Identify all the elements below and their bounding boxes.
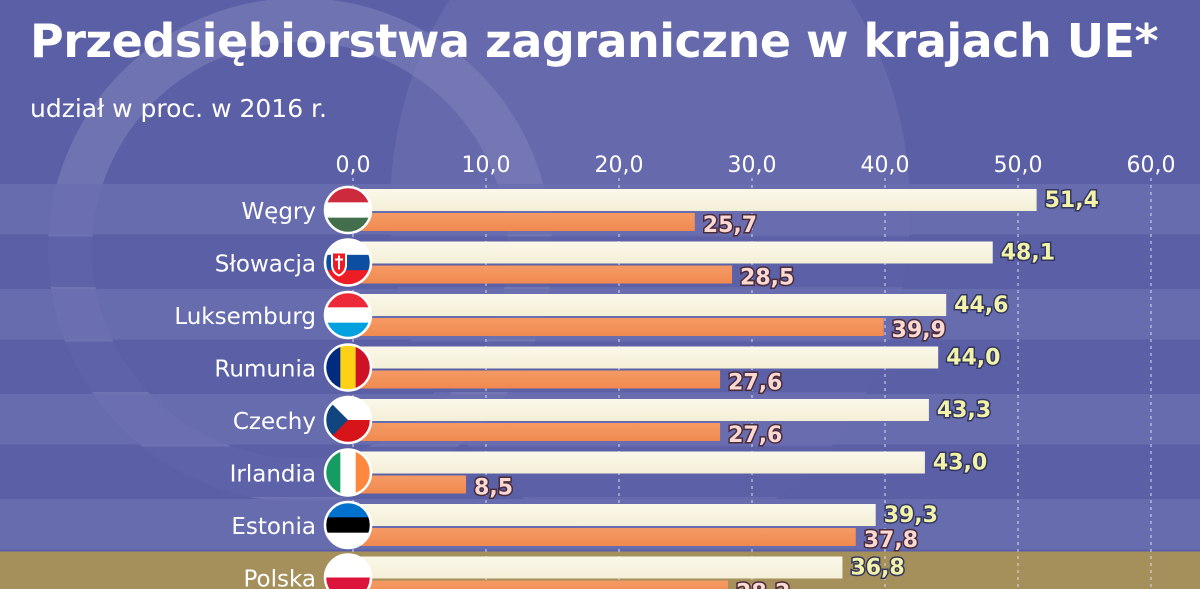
flag-border: [323, 185, 373, 235]
data-label-series-2: 27,6: [728, 371, 782, 396]
bar-series-2: [353, 318, 884, 336]
flag-border: [323, 290, 373, 340]
category-label: Słowacja: [215, 252, 316, 278]
category-label: Czechy: [233, 409, 316, 435]
bar-series-2: [353, 265, 733, 284]
data-label-series-2: 27,6: [728, 423, 782, 448]
bar-series-1: [353, 451, 925, 474]
data-label-series-1: 44,6: [954, 293, 1008, 318]
bar-series-1: [353, 241, 993, 264]
bar-series-1: [353, 189, 1037, 211]
bar-series-2: [353, 423, 721, 441]
category-label: Estonia: [231, 514, 316, 540]
category-label: Irlandia: [230, 462, 316, 488]
bar-series-1: [353, 556, 843, 579]
x-tick-label: 0,0: [336, 153, 371, 178]
data-label-series-1: 43,3: [937, 398, 991, 423]
bar-series-2: [353, 475, 467, 494]
bar-series-1: [353, 504, 876, 526]
data-label-series-2: 39,9: [892, 318, 946, 343]
chart-subtitle: udział w proc. w 2016 r.: [30, 94, 327, 123]
data-label-series-1: 44,0: [946, 346, 1000, 371]
category-label: Rumunia: [214, 357, 316, 383]
bar-series-2: [353, 370, 721, 389]
flag-border: [323, 395, 373, 445]
bar-series-1: [353, 346, 939, 369]
flag-border: [323, 343, 373, 392]
czechia-flag: [325, 397, 371, 443]
category-label: Polska: [243, 567, 316, 589]
bar-series-2: [353, 528, 856, 546]
category-label: Luksemburg: [174, 304, 316, 330]
data-label-series-2: 37,8: [864, 528, 918, 553]
category-label: Węgry: [241, 199, 316, 225]
flag-border: [323, 238, 373, 287]
bar-series-2: [353, 213, 695, 231]
bar-series-1: [353, 399, 929, 421]
bar-series-1: [353, 294, 947, 316]
data-label-series-2: 8,5: [474, 476, 513, 501]
flag-border: [323, 500, 373, 550]
chart-title: Przedsiębiorstwa zagraniczne w krajach U…: [30, 14, 1159, 68]
data-label-series-2: 25,7: [703, 213, 757, 238]
data-label-series-2: 28,5: [740, 266, 794, 291]
x-tick-label: 30,0: [728, 153, 777, 178]
data-label-series-1: 36,8: [850, 556, 904, 581]
data-label-series-1: 39,3: [884, 503, 938, 528]
x-tick-label: 50,0: [994, 153, 1043, 178]
data-label-series-2: 28,2: [736, 581, 790, 589]
data-label-series-1: 48,1: [1001, 241, 1055, 266]
data-label-series-1: 43,0: [933, 451, 987, 476]
x-tick-label: 20,0: [595, 153, 644, 178]
x-tick-label: 10,0: [462, 153, 511, 178]
bar-series-2: [353, 580, 729, 589]
flag-border: [323, 448, 373, 497]
x-tick-label: 40,0: [861, 153, 910, 178]
x-tick-label: 60,0: [1127, 153, 1176, 178]
poland-flag: [325, 554, 371, 589]
data-label-series-1: 51,4: [1045, 188, 1099, 213]
flag-border: [323, 553, 373, 589]
